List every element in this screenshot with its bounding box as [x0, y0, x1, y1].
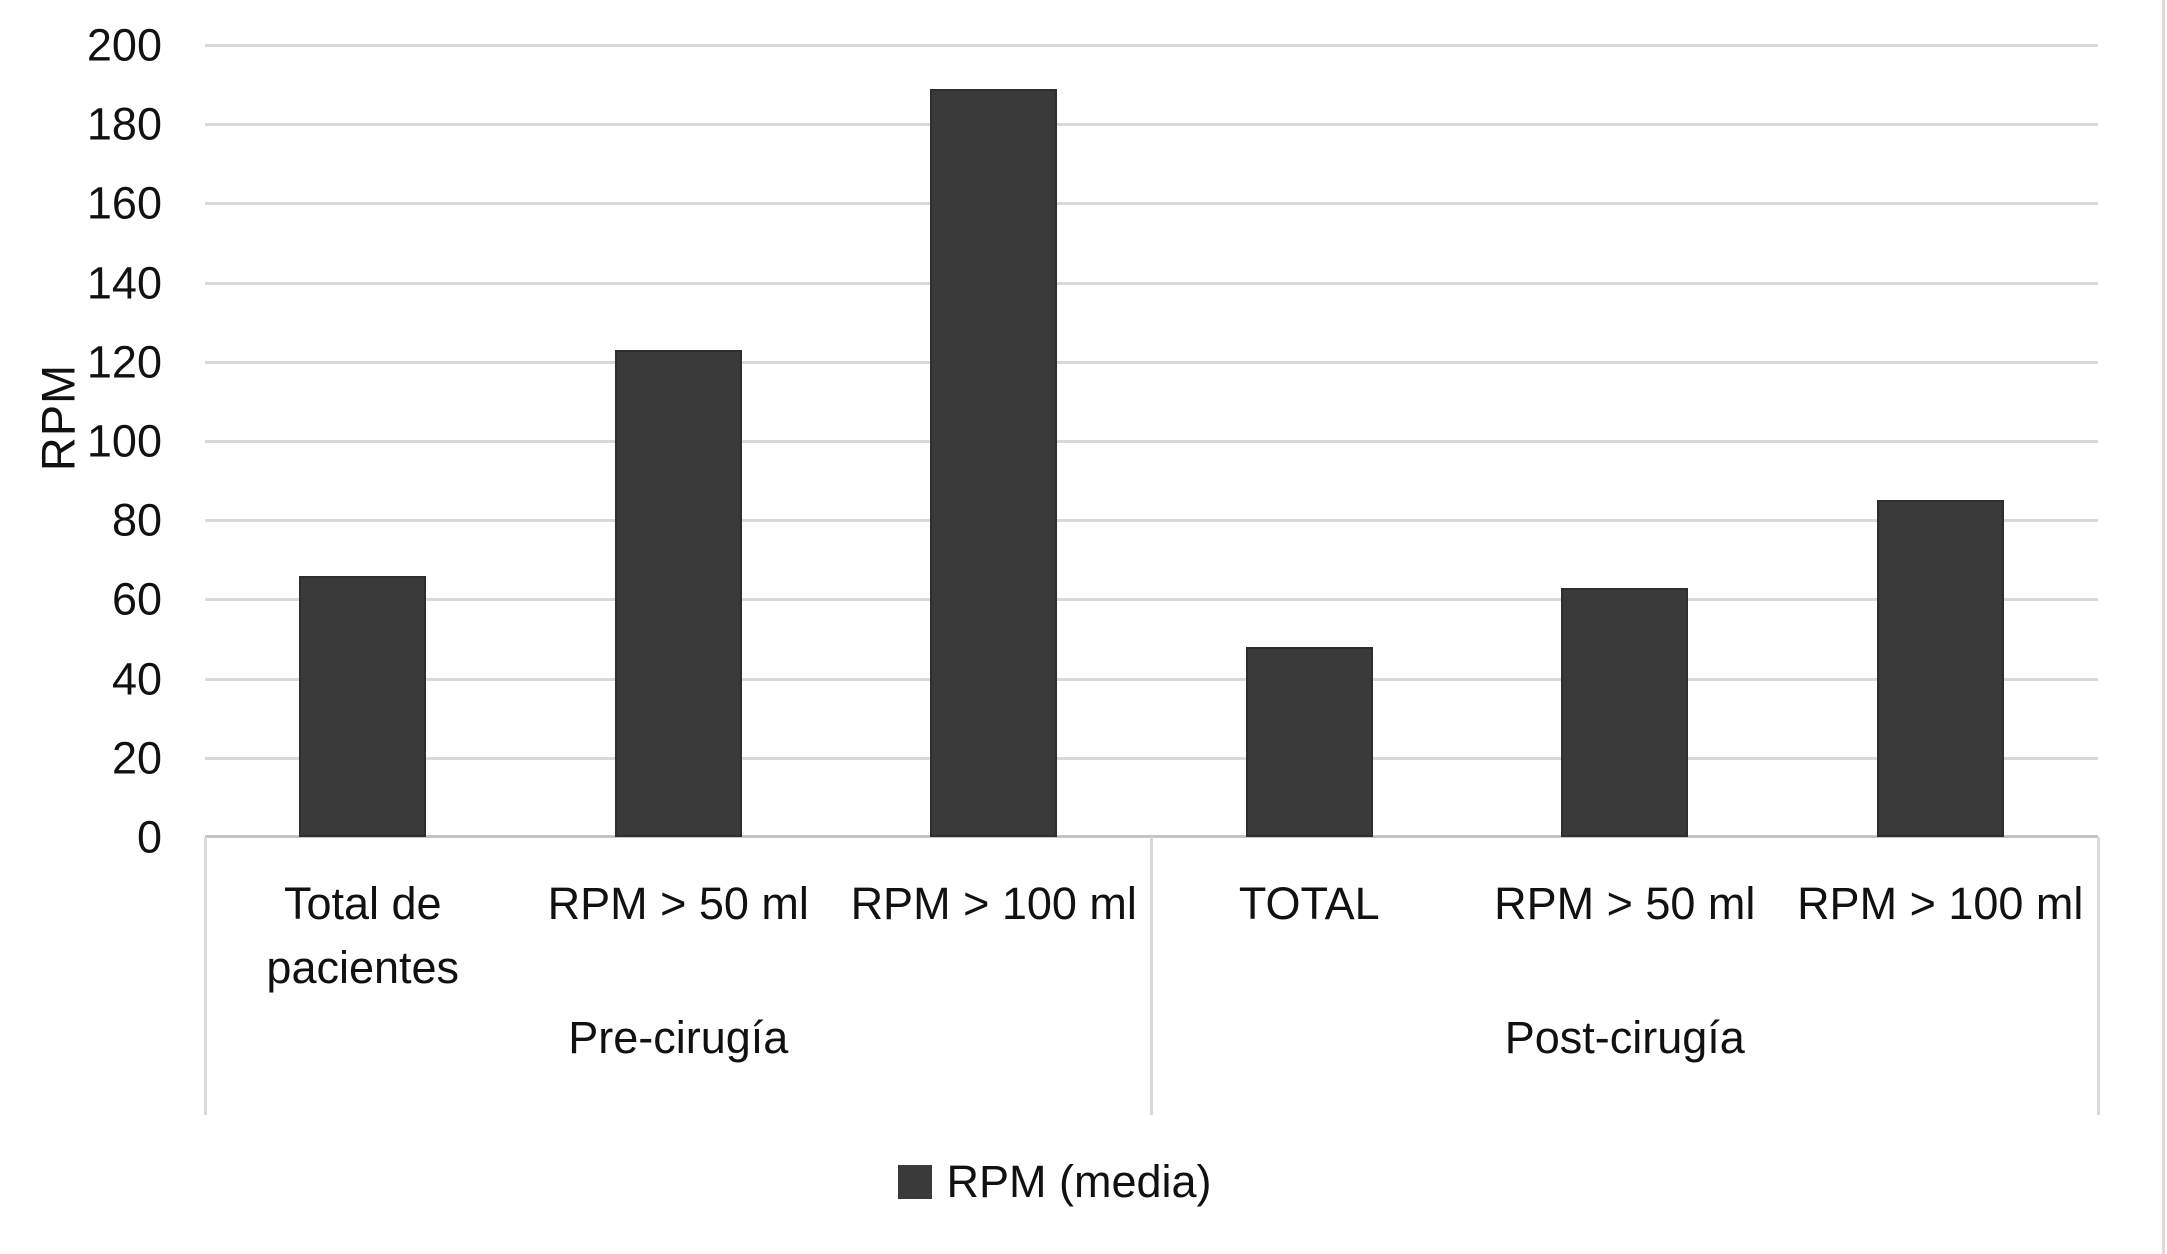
y-tick-label-40: 40	[111, 653, 162, 705]
category-separator-1	[203, 837, 207, 1115]
gridline-100	[205, 440, 2098, 443]
bar-3	[930, 88, 1058, 837]
gridline-120	[205, 360, 2098, 364]
gridline-60	[205, 598, 2098, 602]
gridline-80	[205, 519, 2098, 523]
category-label-4: TOTAL	[1238, 878, 1380, 929]
gridline-140	[205, 281, 2098, 285]
category-label-2: RPM > 50 ml	[547, 878, 809, 929]
legend-marker-square	[898, 1165, 933, 1199]
plot-area	[205, 44, 2098, 838]
y-tick-label-20: 20	[111, 732, 162, 784]
y-tick-label-160: 160	[86, 177, 162, 229]
category-label-6: RPM > 100 ml	[1797, 878, 2084, 929]
category-label-5: RPM > 50 ml	[1494, 878, 1756, 929]
bar-2	[614, 349, 742, 837]
y-tick-label-60: 60	[111, 573, 162, 625]
group-label-1: Pre-cirugía	[568, 1012, 789, 1063]
legend: RPM (media)	[0, 1152, 2110, 1212]
y-tick-label-200: 200	[86, 19, 162, 71]
x-axis-line	[205, 835, 2098, 838]
legend-label: RPM (media)	[946, 1156, 1212, 1207]
bar-4	[1245, 646, 1373, 837]
y-tick-label-80: 80	[111, 494, 162, 546]
category-separator-2	[1150, 837, 1153, 1115]
gridline-160	[205, 202, 2098, 206]
bar-1	[299, 575, 427, 837]
gridline-40	[205, 677, 2098, 681]
chart-border-right	[2162, 0, 2165, 1254]
bar-6	[1876, 500, 2004, 837]
y-tick-label-120: 120	[86, 336, 162, 388]
gridline-200	[205, 44, 2098, 47]
gridline-20	[205, 756, 2098, 760]
y-tick-label-0: 0	[136, 811, 162, 863]
category-label-1: Total de pacientes	[266, 878, 460, 993]
y-tick-label-100: 100	[86, 415, 162, 467]
y-tick-label-140: 140	[86, 257, 162, 309]
bar-5	[1561, 587, 1689, 837]
category-label-3: RPM > 100 ml	[850, 878, 1137, 929]
group-label-2: Post-cirugía	[1504, 1012, 1745, 1063]
gridline-180	[205, 123, 2098, 127]
category-separator-3	[2096, 837, 2100, 1115]
y-tick-label-180: 180	[86, 98, 162, 150]
